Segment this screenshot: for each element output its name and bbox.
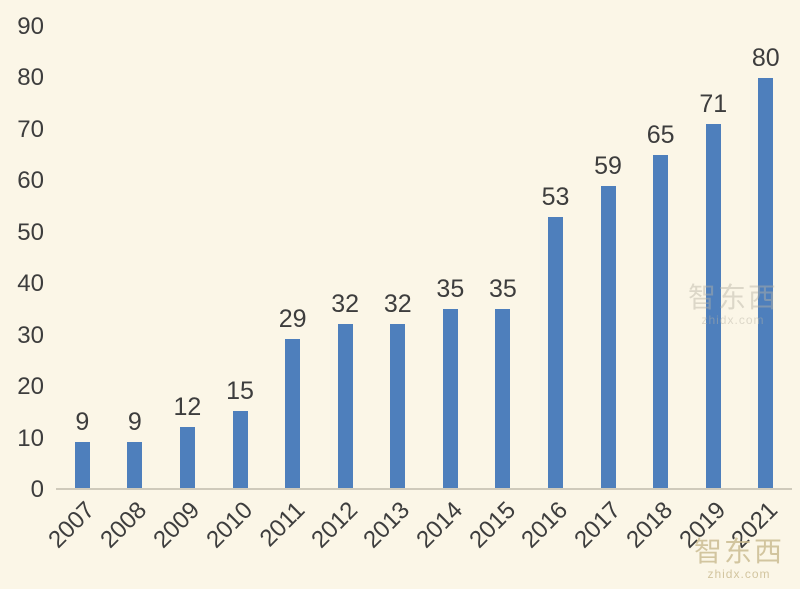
bar-value-label: 32 xyxy=(383,290,412,319)
bar-group: 71 2019 xyxy=(674,27,740,554)
x-axis-label: 2019 xyxy=(674,496,731,554)
bar[interactable] xyxy=(337,324,353,488)
y-axis-tick-label: 40 xyxy=(17,270,44,298)
bar-value-label: 35 xyxy=(489,274,517,303)
bars: 9 2007 9 2008 12 2009 15 2010 29 2011 32 2012 32 2013… xyxy=(43,27,793,554)
bar[interactable] xyxy=(758,78,774,488)
bar[interactable] xyxy=(232,411,248,488)
x-axis-label: 2021 xyxy=(726,496,784,554)
x-axis-label: 2011 xyxy=(254,496,311,553)
bar[interactable] xyxy=(442,308,458,488)
bar-value-label: 53 xyxy=(541,182,570,211)
bar-value-label: 9 xyxy=(127,407,142,436)
bar-value-label: 29 xyxy=(278,305,307,334)
y-axis-tick-label: 80 xyxy=(17,64,44,92)
plot-area: 9 2007 9 2008 12 2009 15 2010 29 2011 32 2012 32 2013… xyxy=(43,27,793,554)
x-axis-label: 2010 xyxy=(200,496,258,554)
x-axis-label: 2016 xyxy=(516,496,574,554)
bar-group: 12 2009 xyxy=(148,27,214,553)
bar-group: 9 2007 xyxy=(43,27,109,553)
bar[interactable] xyxy=(390,324,406,488)
y-axis-tick-label: 20 xyxy=(17,373,44,401)
bar-group: 15 2010 xyxy=(201,27,267,554)
bar[interactable] xyxy=(285,339,301,488)
bar-group: 65 2018 xyxy=(621,27,687,554)
bar-value-label: 80 xyxy=(751,44,780,73)
x-axis-label: 2014 xyxy=(411,496,469,554)
bar-group: 32 2013 xyxy=(359,27,424,554)
bar-value-label: 71 xyxy=(699,90,728,119)
y-axis: 0 10 20 30 40 50 60 70 80 90 xyxy=(0,15,48,502)
y-axis-tick-label: 70 xyxy=(17,115,44,143)
bar-group: 35 2015 xyxy=(464,27,530,553)
y-axis-tick-label: 50 xyxy=(17,218,44,246)
bar-value-label: 32 xyxy=(331,290,360,319)
y-axis-tick-label: 60 xyxy=(17,167,44,195)
bar-value-label: 15 xyxy=(226,377,254,406)
y-axis-tick-label: 10 xyxy=(17,424,44,452)
bar-group: 29 2011 xyxy=(255,27,319,552)
bar[interactable] xyxy=(127,441,143,488)
watermark-url: zhidx.com xyxy=(707,566,771,581)
y-axis-tick-label: 90 xyxy=(17,13,44,40)
bar-group: 53 2016 xyxy=(516,27,582,553)
y-axis-tick-label: 30 xyxy=(17,321,44,349)
bar[interactable] xyxy=(495,308,511,488)
x-axis-label: 2018 xyxy=(621,496,679,554)
bar[interactable] xyxy=(547,216,563,488)
x-axis-label: 2017 xyxy=(568,496,626,554)
bar-value-label: 59 xyxy=(594,151,622,180)
bar[interactable] xyxy=(179,426,195,488)
x-axis-label: 2008 xyxy=(95,496,153,554)
x-axis-label: 2007 xyxy=(43,496,100,554)
x-axis-label: 2015 xyxy=(463,496,521,554)
y-axis-tick-label: 0 xyxy=(30,476,44,503)
bar[interactable] xyxy=(705,124,721,488)
x-axis-label: 2013 xyxy=(358,496,416,554)
bar-group: 9 2008 xyxy=(96,27,162,553)
bar[interactable] xyxy=(74,441,90,488)
bar-group: 59 2017 xyxy=(569,27,635,553)
bar[interactable] xyxy=(653,155,669,488)
bar-value-label: 35 xyxy=(436,274,465,303)
bar[interactable] xyxy=(600,185,616,488)
bar-group: 32 2012 xyxy=(306,27,372,554)
x-axis-label: 2009 xyxy=(148,496,206,554)
bar-group: 35 2014 xyxy=(411,27,477,553)
x-axis-label: 2012 xyxy=(306,496,363,554)
bar-value-label: 65 xyxy=(646,121,675,150)
bar-value-label: 9 xyxy=(75,407,90,436)
bar-value-label: 12 xyxy=(173,392,202,421)
bar-group: 80 2021 xyxy=(727,27,793,554)
